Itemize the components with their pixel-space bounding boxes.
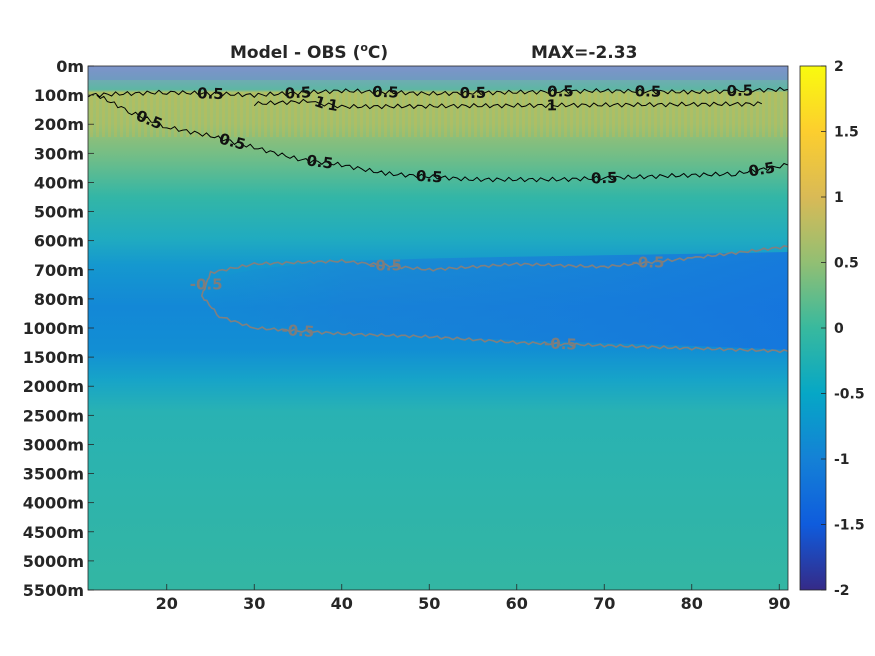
contour-label: 0.5 <box>460 84 487 102</box>
y-tick-label: 800m <box>34 290 84 309</box>
colorbar-tick-label: 0.5 <box>834 256 859 272</box>
y-tick-label: 2000m <box>23 377 84 396</box>
contour-label: 0.5 <box>372 83 399 102</box>
colorbar-tick-label: 0 <box>834 321 844 337</box>
y-tick-label: 500m <box>34 203 84 222</box>
contour-label: 0.5 <box>306 151 335 172</box>
contour-line <box>96 94 788 183</box>
x-tick-label: 30 <box>243 594 265 613</box>
colorbar-tick-label: 2 <box>834 59 844 75</box>
contour-label: 0.5 <box>415 167 443 187</box>
contour-label: -0.5 <box>544 334 577 353</box>
y-tick-label: 600m <box>34 232 84 251</box>
contour-line <box>88 86 788 98</box>
colorbar-tick-label: 1.5 <box>834 125 859 141</box>
y-tick-label: 2500m <box>23 406 84 425</box>
x-tick-label: 80 <box>681 594 703 613</box>
x-tick-label: 70 <box>593 594 615 613</box>
contour-label: 0.5 <box>726 81 753 100</box>
y-axis: 0m 100m 200m 300m 400m 500m 600m 700m 800m 1000m 1… <box>23 57 94 600</box>
contour-label: -0.5 <box>281 321 315 341</box>
contour-label: -0.5 <box>190 275 223 293</box>
warm-layer-texture <box>88 92 788 137</box>
y-tick-label: 3000m <box>23 435 84 454</box>
title-superscript: o <box>360 41 368 54</box>
contour-label: 0.5 <box>635 82 662 100</box>
colorbar-tick-label: 1 <box>834 190 844 206</box>
colorbar: 2 1.5 1 0.5 0 -0.5 -1 -1.5 -2 <box>799 59 865 599</box>
x-tick-label: 20 <box>156 594 178 613</box>
x-tick-label: 60 <box>506 594 528 613</box>
colorbar-tick-label: -1.5 <box>834 518 865 534</box>
colorbar-tick-label: -1 <box>834 452 850 468</box>
colorbar-tick-label: -0.5 <box>834 387 865 403</box>
x-tick-label: 90 <box>768 594 790 613</box>
contour-line <box>253 98 763 110</box>
contour-label: 0.5 <box>284 83 311 102</box>
y-tick-label: 200m <box>34 115 84 134</box>
x-axis: 20 30 40 50 60 70 80 90 <box>156 584 790 613</box>
contour-label: 0.5 <box>747 158 776 180</box>
cool-core-region <box>200 252 788 350</box>
y-tick-label: 4000m <box>23 494 84 513</box>
contour-line <box>200 244 788 354</box>
x-tick-label: 40 <box>331 594 353 613</box>
y-tick-label: 3500m <box>23 465 84 484</box>
y-tick-label: 5500m <box>23 581 84 600</box>
contour-label: 1 <box>546 96 557 114</box>
y-tick-label: 4500m <box>23 523 84 542</box>
y-tick-label: 700m <box>34 261 84 280</box>
y-tick-label: 5000m <box>23 552 84 571</box>
y-tick-label: 0m <box>56 57 84 76</box>
contour-label: 0.5 <box>197 84 224 103</box>
contour-label: 0.5 <box>591 169 618 188</box>
plot-area: 0.50.50.50.5 0.5 0.50.5 0.5 0.5 0.5 0.5 0.5 0.51… <box>88 66 788 590</box>
y-tick-label: 1500m <box>23 348 84 367</box>
contour-lines <box>88 86 788 354</box>
y-tick-label: 1000m <box>23 319 84 338</box>
max-annotation: MAX=-2.33 <box>531 43 637 63</box>
title-end: C) <box>368 43 388 63</box>
x-tick-label: 50 <box>418 594 440 613</box>
y-tick-label: 400m <box>34 173 84 192</box>
contour-label: -0.5 <box>369 256 402 274</box>
y-tick-label: 100m <box>34 86 84 105</box>
contour-label: -0.5 <box>632 254 665 272</box>
contour-label: 1 <box>326 96 339 115</box>
surface-noise-band <box>88 66 788 80</box>
y-tick-label: 300m <box>34 144 84 163</box>
chart-title: Model - OBS (oC) <box>230 41 388 63</box>
contour-label: 0.5 <box>547 82 574 100</box>
colorbar-ticks: 2 1.5 1 0.5 0 -0.5 -1 -1.5 -2 <box>821 59 865 599</box>
colorbar-tick-label: -2 <box>834 583 850 599</box>
